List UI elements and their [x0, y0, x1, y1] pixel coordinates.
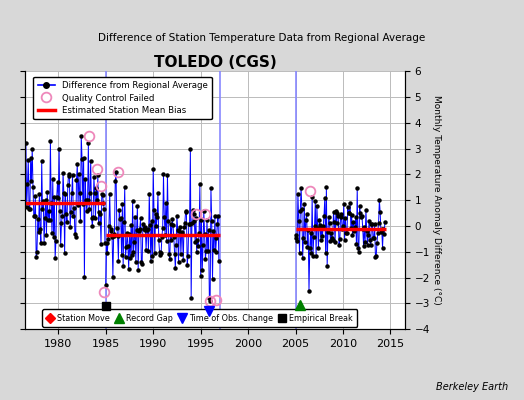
Text: Difference of Station Temperature Data from Regional Average: Difference of Station Temperature Data f… [99, 33, 425, 43]
Y-axis label: Monthly Temperature Anomaly Difference (°C): Monthly Temperature Anomaly Difference (… [432, 95, 441, 305]
Title: TOLEDO (CGS): TOLEDO (CGS) [154, 55, 276, 70]
Legend: Station Move, Record Gap, Time of Obs. Change, Empirical Break: Station Move, Record Gap, Time of Obs. C… [42, 310, 357, 326]
Text: Berkeley Earth: Berkeley Earth [436, 382, 508, 392]
